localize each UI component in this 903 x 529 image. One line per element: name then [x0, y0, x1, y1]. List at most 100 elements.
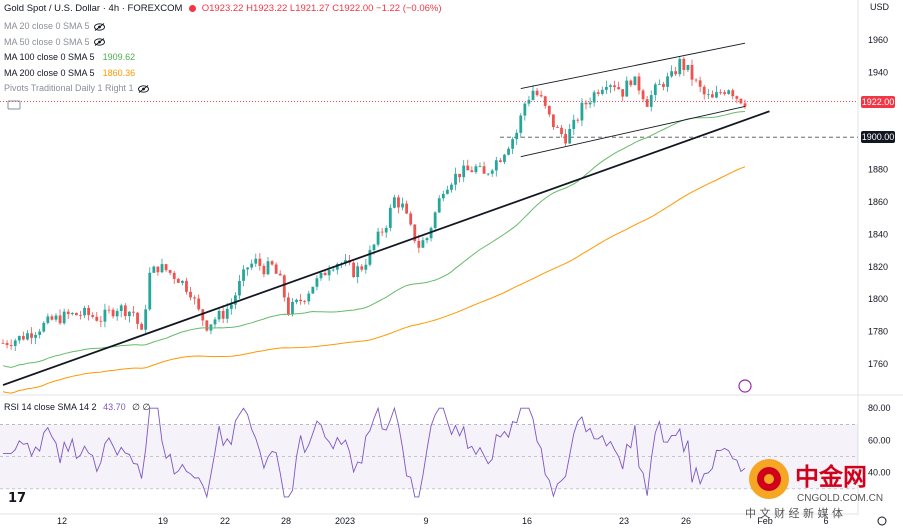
time-tick-label: Feb: [757, 516, 773, 526]
candle-body: [1, 342, 5, 344]
candle-body: [425, 238, 429, 241]
symbol-title[interactable]: Gold Spot / U.S. Dollar · 4h · FOREXCOM: [4, 3, 183, 14]
price-tick-label: 1860: [868, 197, 888, 207]
currency-label[interactable]: USD: [869, 2, 889, 12]
hidden-eye-icon[interactable]: [137, 84, 149, 93]
candle-body: [413, 224, 417, 241]
indicator-legend-row[interactable]: MA 50 close 0 SMA 5: [4, 36, 105, 48]
candle-body: [645, 99, 649, 107]
candle-body: [34, 334, 38, 338]
candle-body: [148, 272, 152, 310]
candle-body: [274, 264, 278, 274]
candle-body: [743, 103, 747, 107]
candle-body: [507, 148, 510, 155]
candle-body: [238, 280, 241, 296]
candle-body: [498, 160, 502, 162]
candle-body: [176, 278, 180, 283]
candle-body: [637, 76, 641, 91]
tradingview-logo-icon: 17: [8, 491, 26, 506]
candle-body: [303, 301, 307, 302]
candle-body: [270, 261, 274, 265]
trendline-channel-upper: [520, 42, 746, 90]
indicator-label: MA 50 close 0 SMA 5: [4, 36, 90, 47]
watermark-url: CNGOLD.COM.CN: [797, 493, 883, 504]
hidden-eye-icon[interactable]: [93, 38, 105, 46]
candle-body: [360, 266, 364, 270]
candle-body: [474, 166, 478, 173]
candle-body: [478, 166, 482, 168]
candle-body: [690, 64, 694, 80]
candle-body: [657, 84, 661, 85]
candle-body: [38, 331, 42, 335]
candle-body: [710, 94, 714, 98]
candle-body: [189, 291, 192, 298]
time-tick-label: 28: [281, 516, 291, 526]
candle-body: [511, 139, 515, 149]
candle-body: [286, 297, 290, 315]
candle-body: [115, 310, 119, 317]
candle-body: [103, 309, 107, 322]
candle-body: [568, 128, 572, 144]
candle-body: [30, 333, 33, 338]
time-tick-label: 26: [681, 516, 691, 526]
price-tick-label: 1960: [868, 35, 888, 45]
candle-body: [572, 119, 576, 129]
candle-body: [535, 90, 539, 96]
candle-body: [278, 273, 282, 276]
price-tag: 1900.00: [861, 131, 895, 144]
candle-body: [531, 90, 535, 100]
candle-body: [193, 297, 197, 299]
candle-body: [5, 343, 9, 346]
candle-body: [388, 207, 392, 228]
candle-body: [482, 166, 486, 174]
candle-body: [335, 263, 339, 270]
indicator-legend-row[interactable]: MA 100 close 0 SMA 5 1909.62: [4, 51, 135, 63]
candle-body: [556, 127, 559, 128]
candle-body: [132, 311, 135, 313]
candle-body: [674, 71, 678, 75]
trendline-channel-lower: [520, 105, 746, 158]
gear-icon[interactable]: [877, 516, 887, 526]
candle-body: [417, 240, 421, 248]
candle-body: [205, 320, 209, 331]
candle-body: [185, 280, 188, 292]
price-tick-label: 1940: [868, 67, 888, 77]
trendline-support: [2, 110, 770, 386]
candle-body: [527, 99, 531, 104]
candle-body: [372, 244, 376, 251]
candle-body: [74, 313, 78, 316]
candle-body: [311, 286, 315, 294]
rsi-label[interactable]: RSI 14 close SMA 14 2: [4, 402, 97, 412]
candle-body: [291, 302, 294, 315]
candle-body: [437, 198, 441, 213]
indicator-legend-row[interactable]: MA 200 close 0 SMA 5 1860.36: [4, 67, 135, 79]
price-tick-label: 1820: [868, 262, 888, 272]
rsi-tick-label: 60.00: [868, 435, 891, 445]
candle-body: [242, 269, 245, 281]
watermark-tagline: 中 文 财 经 新 媒 体: [745, 506, 843, 520]
indicator-legend-row[interactable]: MA 20 close 0 SMA 5: [4, 20, 105, 32]
candle-body: [168, 270, 172, 273]
lightning-event-icon[interactable]: [738, 379, 752, 393]
candle-body: [462, 165, 466, 178]
collapse-legend-icon[interactable]: [7, 100, 21, 110]
candle-body: [560, 127, 563, 134]
candle-body: [144, 309, 148, 330]
time-tick-label: 2023: [335, 516, 355, 526]
candle-body: [405, 203, 409, 214]
candle-body: [466, 165, 470, 171]
candle-body: [503, 154, 506, 162]
candle-body: [254, 258, 258, 264]
rsi-tick-label: 80.00: [868, 403, 891, 413]
candle-body: [670, 71, 674, 77]
hidden-eye-icon[interactable]: [93, 22, 105, 31]
candle-body: [551, 114, 555, 128]
candle-body: [225, 308, 229, 319]
candle-body: [58, 315, 62, 324]
candle-body: [209, 324, 213, 331]
indicator-legend-row[interactable]: Pivots Traditional Daily 1 Right 1: [4, 82, 149, 94]
candle-body: [523, 103, 527, 116]
candle-body: [678, 58, 682, 75]
candle-body: [470, 170, 474, 173]
